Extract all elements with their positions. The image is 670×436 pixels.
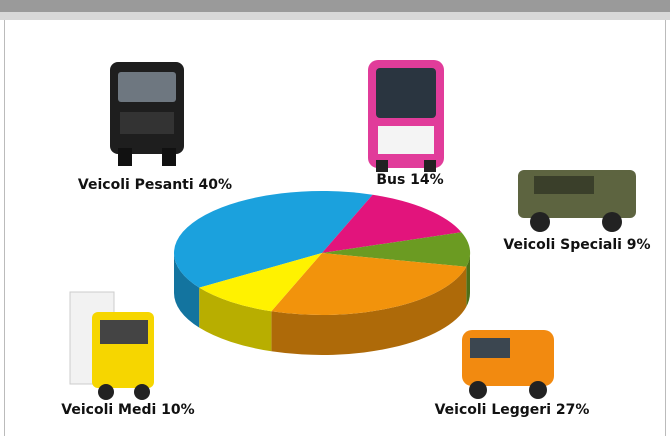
category-name: Veicoli Medi [61, 402, 156, 418]
page: {"chart_data": {"type": "pie", "categori… [0, 0, 670, 436]
slice-label: Veicoli Leggeri 27% [435, 402, 590, 418]
category-name: Bus [376, 172, 405, 188]
header-band [0, 12, 670, 20]
bus-icon [368, 60, 444, 172]
category-name: Veicoli Pesanti [78, 177, 194, 193]
value-label: 40% [199, 177, 233, 193]
category-name: Veicoli Leggeri [435, 402, 551, 418]
header-bar [0, 0, 670, 12]
category-name: Veicoli Speciali [503, 237, 622, 253]
slice-label: Veicoli Pesanti 40% [78, 177, 232, 193]
slice-label: Bus 14% [376, 172, 443, 188]
value-label: 9% [627, 237, 651, 253]
truck-heavy-icon [110, 62, 184, 166]
value-label: 14% [410, 172, 444, 188]
chart: Veicoli Pesanti 40% Bus 14% Veicoli Specia… [0, 0, 670, 436]
value-label: 27% [556, 402, 590, 418]
slice-label: Veicoli Medi 10% [61, 402, 194, 418]
slice-label: Veicoli Speciali 9% [503, 237, 650, 253]
value-label: 10% [161, 402, 195, 418]
